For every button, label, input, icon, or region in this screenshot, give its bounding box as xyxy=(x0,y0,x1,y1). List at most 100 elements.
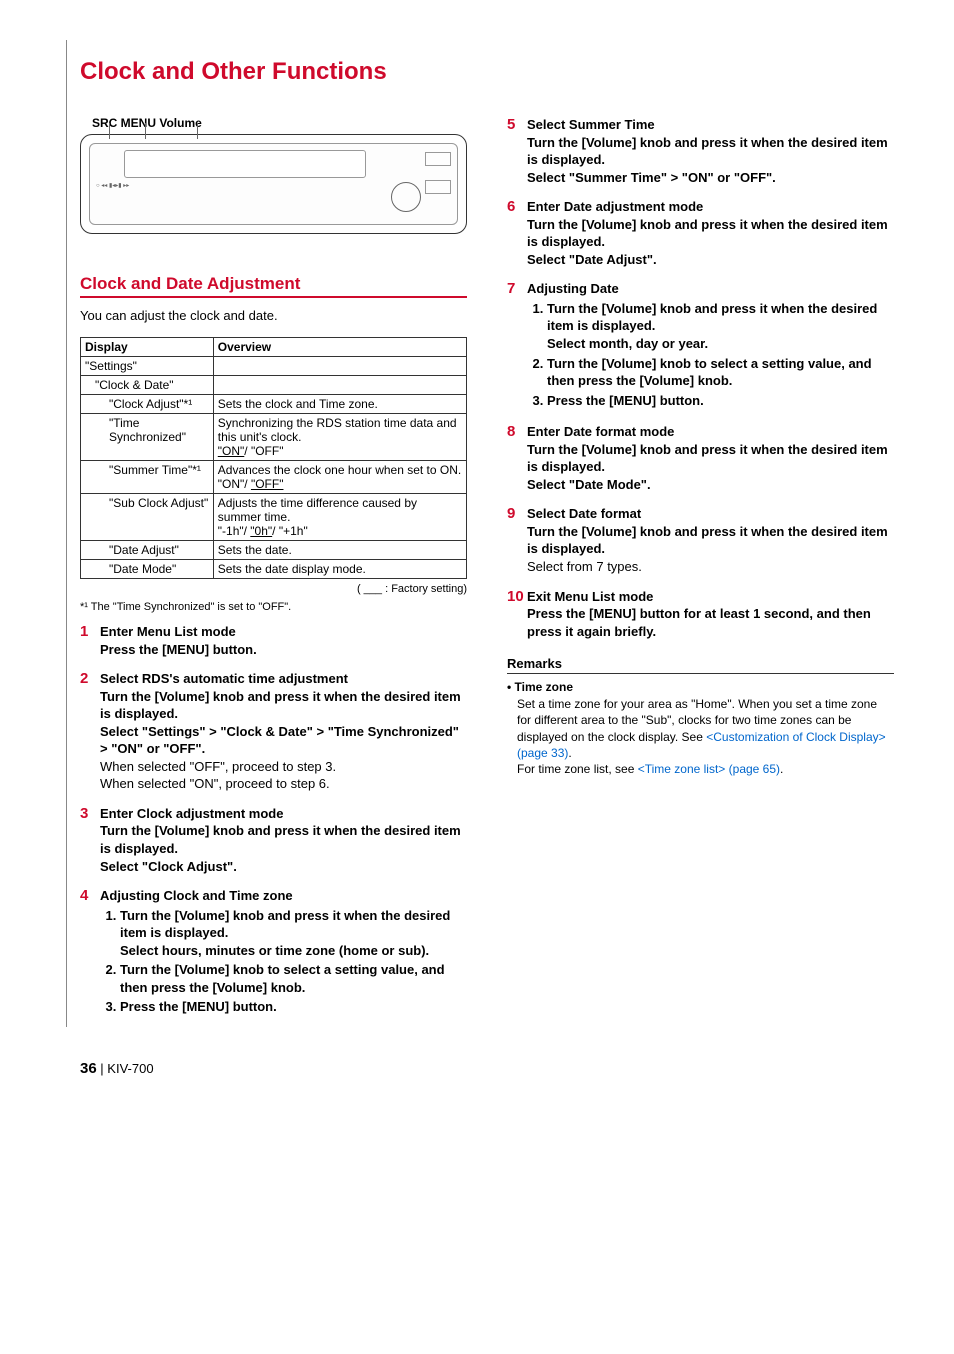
table-cell-display: "Clock & Date" xyxy=(81,376,214,395)
table-cell-overview: Advances the clock one hour when set to … xyxy=(213,461,466,494)
step: 5Select Summer TimeTurn the [Volume] kno… xyxy=(507,116,894,186)
model-name: KIV-700 xyxy=(107,1061,153,1076)
step-sublist-item: Turn the [Volume] knob and press it when… xyxy=(547,300,894,353)
step-body: Adjusting Date Turn the [Volume] knob and… xyxy=(527,280,894,411)
table-cell-display: "Sub Clock Adjust" xyxy=(81,494,214,541)
table-cell-overview: Adjusts the time difference caused by su… xyxy=(213,494,466,541)
page-title: Clock and Other Functions xyxy=(80,58,894,86)
step: 9Select Date formatTurn the [Volume] kno… xyxy=(507,505,894,575)
step-body: Exit Menu List modePress the [MENU] butt… xyxy=(527,588,894,641)
step-number: 2 xyxy=(80,670,100,793)
step-line: Select "Clock Adjust". xyxy=(100,858,467,876)
step-number: 5 xyxy=(507,116,527,186)
device-labels: SRC MENU Volume xyxy=(92,116,467,130)
remark-text: Set a time zone for your area as "Home".… xyxy=(517,696,894,777)
step-number: 10 xyxy=(507,588,527,641)
step-line: Select from 7 types. xyxy=(527,558,894,576)
table-cell-overview xyxy=(213,376,466,395)
page-number: 36 xyxy=(80,1060,97,1077)
step-line: Press the [MENU] button. xyxy=(100,641,467,659)
table-cell-overview: Sets the date. xyxy=(213,541,466,560)
step-body: Select Summer TimeTurn the [Volume] knob… xyxy=(527,116,894,186)
device-btn2 xyxy=(425,180,451,194)
device-btn1 xyxy=(425,152,451,166)
page-footer: 36 | KIV-700 xyxy=(80,1060,894,1077)
device-knob xyxy=(391,182,421,212)
footer-sep: | xyxy=(97,1061,108,1076)
step-sublist: Turn the [Volume] knob and press it when… xyxy=(527,300,894,409)
step-line: Turn the [Volume] knob and press it when… xyxy=(100,822,467,857)
step-body: Adjusting Clock and Time zoneTurn the [V… xyxy=(100,887,467,1018)
step-body: Select Date formatTurn the [Volume] knob… xyxy=(527,505,894,575)
step: 3Enter Clock adjustment modeTurn the [Vo… xyxy=(80,805,467,875)
device-small-buttons: ○ ◂◂ ▮◂▸▮ ▸▸ xyxy=(96,182,129,189)
step-sublist-item: Turn the [Volume] knob to select a setti… xyxy=(120,961,467,996)
step-line: Select "Summer Time" > "ON" or "OFF". xyxy=(527,169,894,187)
step: 1Enter Menu List modePress the [MENU] bu… xyxy=(80,623,467,658)
side-rule xyxy=(66,40,67,1027)
step-line: Select "Date Mode". xyxy=(527,476,894,494)
remark-title: Time zone xyxy=(507,680,894,694)
step-number: 1 xyxy=(80,623,100,658)
step-number: 4 xyxy=(80,887,100,1018)
table-cell-display: "Settings" xyxy=(81,357,214,376)
step: 7Adjusting DateTurn the [Volume] knob an… xyxy=(507,280,894,411)
step-title: Select Summer Time xyxy=(527,116,894,134)
step-body: Select RDS's automatic time adjustmentTu… xyxy=(100,670,467,793)
step-title: Enter Clock adjustment mode xyxy=(100,805,467,823)
step-line: Turn the [Volume] knob and press it when… xyxy=(527,134,894,169)
table-cell-overview: Synchronizing the RDS station time data … xyxy=(213,414,466,461)
table-cell-display: "Time Synchronized" xyxy=(81,414,214,461)
remarks-heading: Remarks xyxy=(507,656,894,674)
step-number: 8 xyxy=(507,423,527,493)
step-sublist: Turn the [Volume] knob and press it when… xyxy=(100,907,467,1016)
step-body: Enter Date format modeTurn the [Volume] … xyxy=(527,423,894,493)
footnote: *¹ The "Time Synchronized" is set to "OF… xyxy=(80,601,467,613)
step-line: Turn the [Volume] knob and press it when… xyxy=(527,441,894,476)
table-cell-overview: Sets the date display mode. xyxy=(213,560,466,579)
table-cell-display: "Date Mode" xyxy=(81,560,214,579)
table-header-overview: Overview xyxy=(213,338,466,357)
step: 6Enter Date adjustment modeTurn the [Vol… xyxy=(507,198,894,268)
step-sublist-item: Press the [MENU] button. xyxy=(120,998,467,1016)
step-line: Turn the [Volume] knob and press it when… xyxy=(527,216,894,251)
step: 4Adjusting Clock and Time zoneTurn the [… xyxy=(80,887,467,1018)
pointer-menu xyxy=(145,123,146,139)
step-line: Press the [MENU] button for at least 1 s… xyxy=(527,605,894,640)
table-cell-overview xyxy=(213,357,466,376)
pointer-src xyxy=(109,123,110,139)
step-number: 3 xyxy=(80,805,100,875)
table-cell-display: "Summer Time"*¹ xyxy=(81,461,214,494)
step-line: Select "Date Adjust". xyxy=(527,251,894,269)
step-number: 6 xyxy=(507,198,527,268)
factory-setting-note: ( ___ : Factory setting) xyxy=(80,583,467,595)
step-title: Exit Menu List mode xyxy=(527,588,894,606)
step-line: Turn the [Volume] knob and press it when… xyxy=(527,523,894,558)
step-body: Enter Menu List modePress the [MENU] but… xyxy=(100,623,467,658)
step-body: Enter Date adjustment modeTurn the [Volu… xyxy=(527,198,894,268)
section-heading: Clock and Date Adjustment xyxy=(80,274,467,298)
step-title: Enter Date adjustment mode xyxy=(527,198,894,216)
step-line: Turn the [Volume] knob and press it when… xyxy=(100,688,467,723)
step-line: When selected "ON", proceed to step 6. xyxy=(100,775,467,793)
step-title: Enter Date format mode xyxy=(527,423,894,441)
device-illustration: ○ ◂◂ ▮◂▸▮ ▸▸ xyxy=(80,134,467,234)
step-title: Select RDS's automatic time adjustment xyxy=(100,670,467,688)
step-sublist-item: Press the [MENU] button. xyxy=(547,392,894,410)
step: 2Select RDS's automatic time adjustmentT… xyxy=(80,670,467,793)
step-sublist-item: Turn the [Volume] knob and press it when… xyxy=(120,907,467,960)
section-intro: You can adjust the clock and date. xyxy=(80,308,467,323)
step-number: 9 xyxy=(507,505,527,575)
step: 10Exit Menu List modePress the [MENU] bu… xyxy=(507,588,894,641)
step-sublist-item: Turn the [Volume] knob to select a setti… xyxy=(547,355,894,390)
step-title: Enter Menu List mode xyxy=(100,623,467,641)
pointer-volume xyxy=(197,123,198,139)
settings-table: Display Overview "Settings""Clock & Date… xyxy=(80,337,467,579)
step: 8Enter Date format modeTurn the [Volume]… xyxy=(507,423,894,493)
table-cell-display: "Clock Adjust"*¹ xyxy=(81,395,214,414)
step-body: Enter Clock adjustment modeTurn the [Vol… xyxy=(100,805,467,875)
step-line: Select "Settings" > "Clock & Date" > "Ti… xyxy=(100,723,467,758)
step-title: Adjusting Date xyxy=(527,280,894,298)
table-cell-display: "Date Adjust" xyxy=(81,541,214,560)
table-header-display: Display xyxy=(81,338,214,357)
